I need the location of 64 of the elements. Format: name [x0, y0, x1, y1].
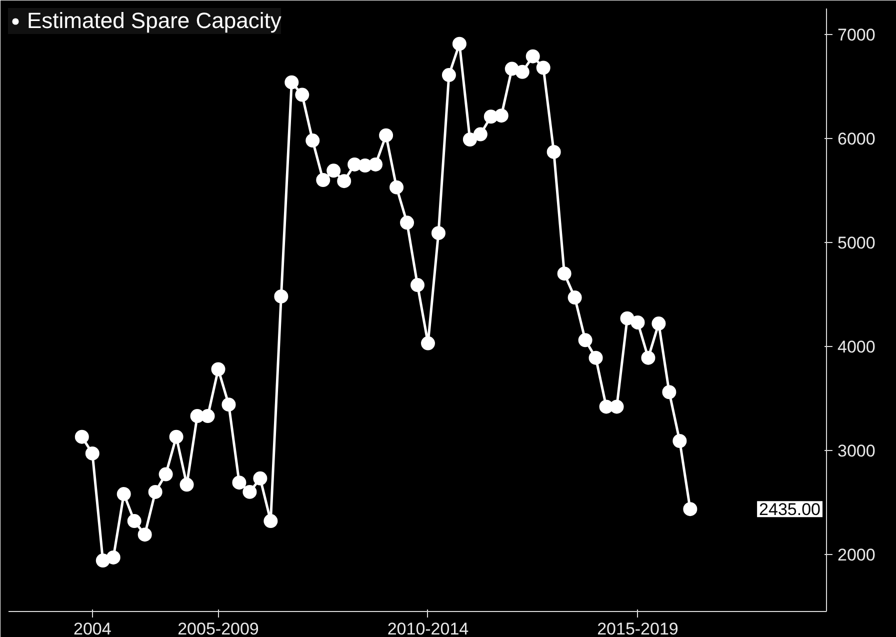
point	[138, 528, 152, 542]
point	[253, 471, 268, 486]
point	[242, 484, 257, 499]
point	[264, 514, 278, 528]
point	[672, 434, 687, 448]
point	[442, 68, 456, 82]
point	[337, 174, 352, 188]
point	[546, 144, 561, 159]
point	[462, 132, 477, 146]
point	[526, 49, 540, 64]
point	[379, 128, 394, 142]
legend-label: Estimated Spare Capacity	[27, 8, 282, 34]
point	[652, 316, 666, 331]
point	[211, 362, 226, 376]
point	[295, 88, 310, 102]
point	[368, 157, 383, 172]
point	[180, 478, 194, 492]
point	[410, 278, 424, 292]
point	[662, 385, 676, 400]
point	[683, 502, 698, 516]
y-tick-label: 6000	[838, 129, 876, 148]
point	[420, 336, 435, 350]
point	[431, 226, 446, 240]
point	[452, 36, 466, 51]
point	[74, 430, 89, 444]
text: 2435.00	[759, 500, 820, 520]
y-tick-label: 5000	[838, 233, 876, 252]
y-tick-label: 3000	[838, 441, 876, 460]
x-tick-label: 2004	[73, 620, 112, 637]
point	[536, 60, 550, 75]
x-tick-label: 2005-2009	[178, 620, 259, 637]
point	[127, 514, 142, 528]
point	[232, 476, 246, 490]
point	[200, 409, 215, 424]
point	[326, 164, 341, 178]
point	[158, 467, 173, 482]
x-tick-label: 2015-2019	[597, 620, 678, 637]
point	[620, 311, 634, 326]
point	[284, 75, 299, 90]
y-tick-label: 4000	[838, 337, 876, 356]
point	[274, 289, 288, 304]
point	[610, 400, 624, 414]
point	[568, 290, 582, 305]
point	[557, 266, 572, 281]
point	[515, 64, 530, 79]
point	[148, 484, 162, 499]
point	[85, 446, 100, 460]
point	[316, 173, 330, 188]
point	[494, 108, 508, 123]
x-tick-label: 2010-2014	[387, 620, 469, 637]
point	[630, 315, 645, 330]
point	[306, 134, 320, 148]
point	[588, 350, 603, 365]
point	[106, 550, 120, 564]
point	[641, 350, 656, 365]
y-tick-label: 7000	[838, 25, 876, 44]
point	[222, 398, 236, 412]
point	[578, 333, 592, 348]
point	[390, 180, 404, 194]
point	[400, 216, 414, 230]
point	[473, 127, 488, 142]
point	[116, 487, 131, 502]
y-tick-label: 2000	[838, 545, 876, 564]
point	[169, 430, 184, 444]
